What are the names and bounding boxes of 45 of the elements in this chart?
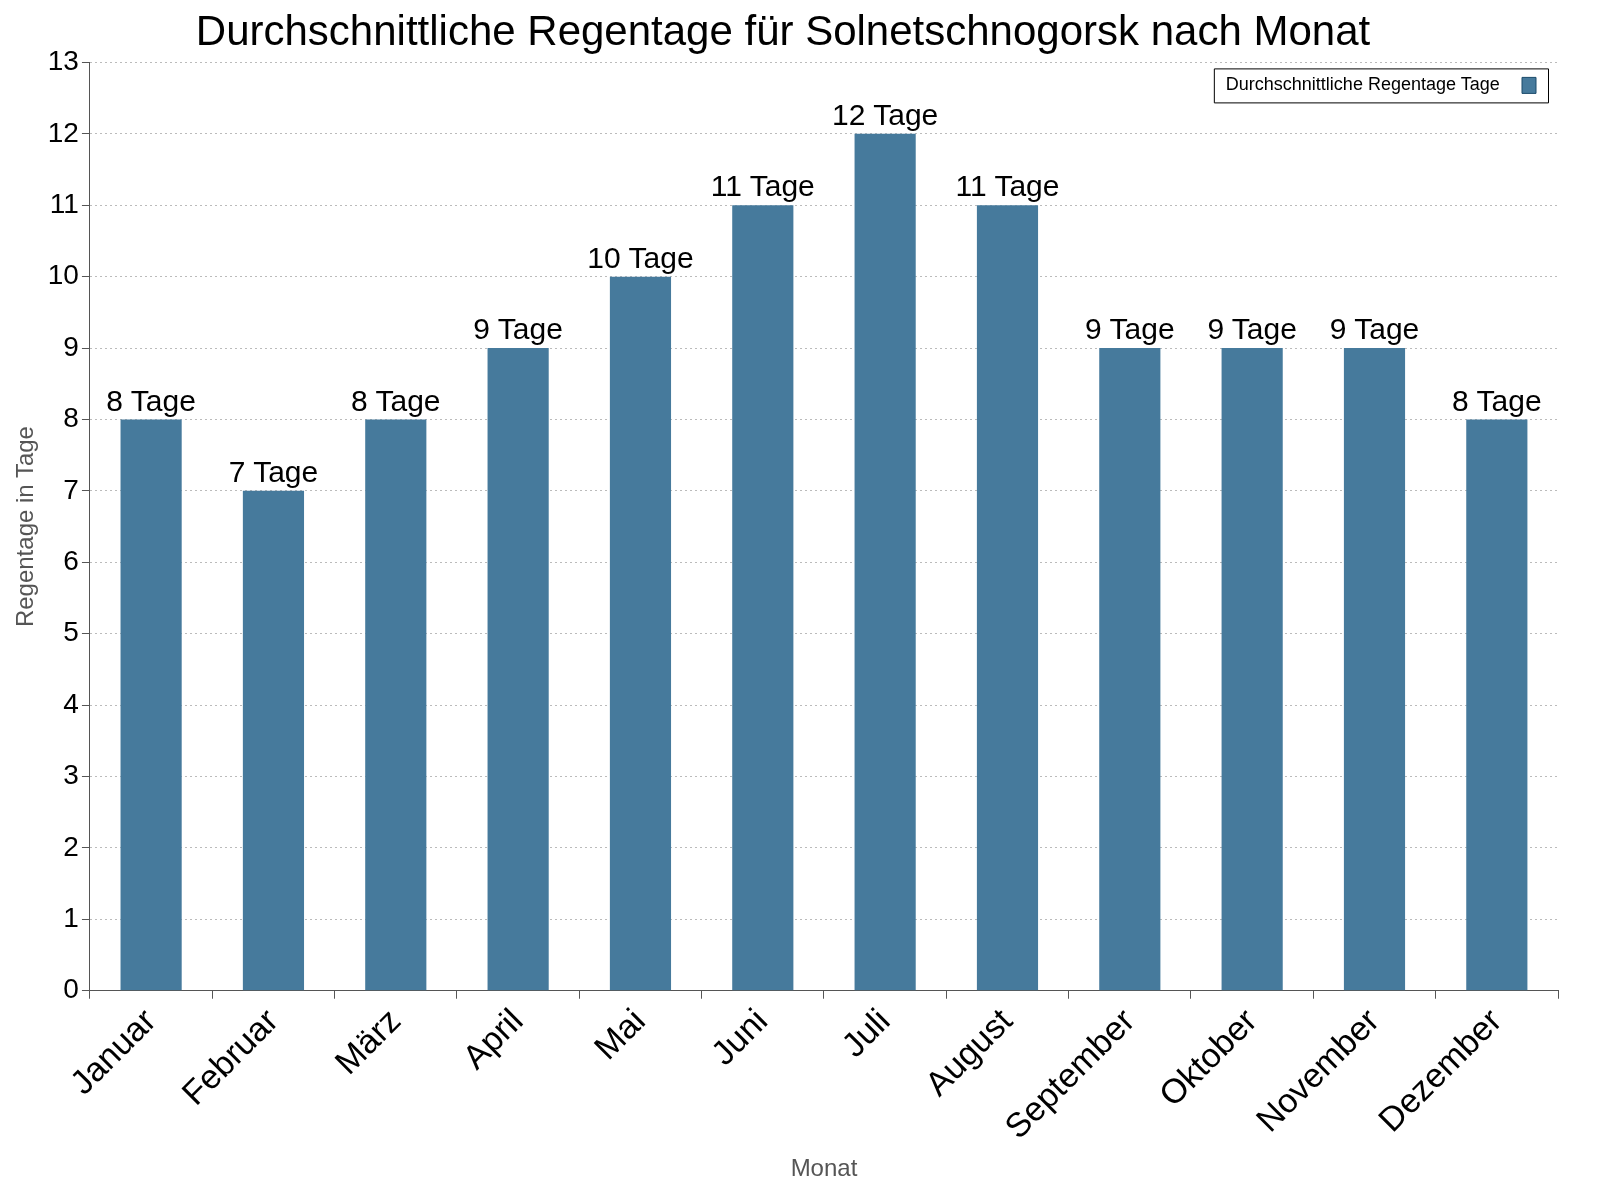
bar	[365, 419, 427, 991]
x-tick-label: Juli	[833, 1000, 897, 1064]
bar	[1466, 419, 1528, 991]
bar	[487, 348, 549, 991]
chart-title: Durchschnittliche Regentage für Solnetschnogorsk nach Monat	[195, 6, 1371, 54]
y-tick-label: 1	[63, 902, 79, 934]
bar	[242, 490, 305, 991]
y-axis-title: Regentage in Tage	[11, 426, 39, 628]
bar	[732, 205, 794, 991]
y-tick-label: 0	[63, 973, 79, 1005]
y-tick-label: 10	[47, 259, 79, 291]
legend-label: Durchschnittliche Regentage Tage	[1225, 74, 1500, 95]
data-label: 7 Tage	[228, 455, 319, 489]
data-label: 11 Tage	[710, 169, 815, 203]
bar	[120, 419, 182, 991]
data-label: 11 Tage	[955, 169, 1060, 203]
y-tick-label: 2	[63, 830, 79, 862]
y-tick-label: 6	[63, 545, 79, 576]
y-tick-label: 8	[63, 402, 79, 434]
data-label: 10 Tage	[587, 240, 694, 274]
y-tick-label: 3	[63, 759, 79, 791]
bar	[609, 276, 672, 991]
bar	[1221, 348, 1283, 991]
y-tick-label: 13	[47, 45, 79, 77]
data-label: 9 Tage	[473, 312, 563, 346]
data-label: 12 Tage	[832, 98, 939, 132]
bar	[1099, 348, 1161, 991]
data-label: 8 Tage	[351, 383, 441, 417]
bar	[976, 205, 1039, 991]
data-label: 8 Tage	[1452, 383, 1542, 417]
bar	[854, 133, 916, 991]
x-axis-title: Monat	[790, 1154, 858, 1182]
data-label: 9 Tage	[1207, 312, 1297, 346]
x-tick-label: Juni	[703, 1000, 775, 1072]
data-label: 9 Tage	[1085, 312, 1175, 346]
data-label: 9 Tage	[1329, 312, 1420, 346]
bar	[1343, 348, 1406, 991]
data-label: 8 Tage	[106, 383, 196, 417]
y-tick-label: 7	[63, 473, 79, 505]
y-tick-label: 5	[63, 616, 79, 648]
y-tick-label: 9	[63, 330, 79, 362]
y-tick-label: 4	[63, 687, 79, 719]
y-tick-label: 12	[47, 116, 79, 148]
y-tick-label: 11	[49, 187, 79, 219]
x-tick-label: Mai	[586, 1000, 653, 1067]
